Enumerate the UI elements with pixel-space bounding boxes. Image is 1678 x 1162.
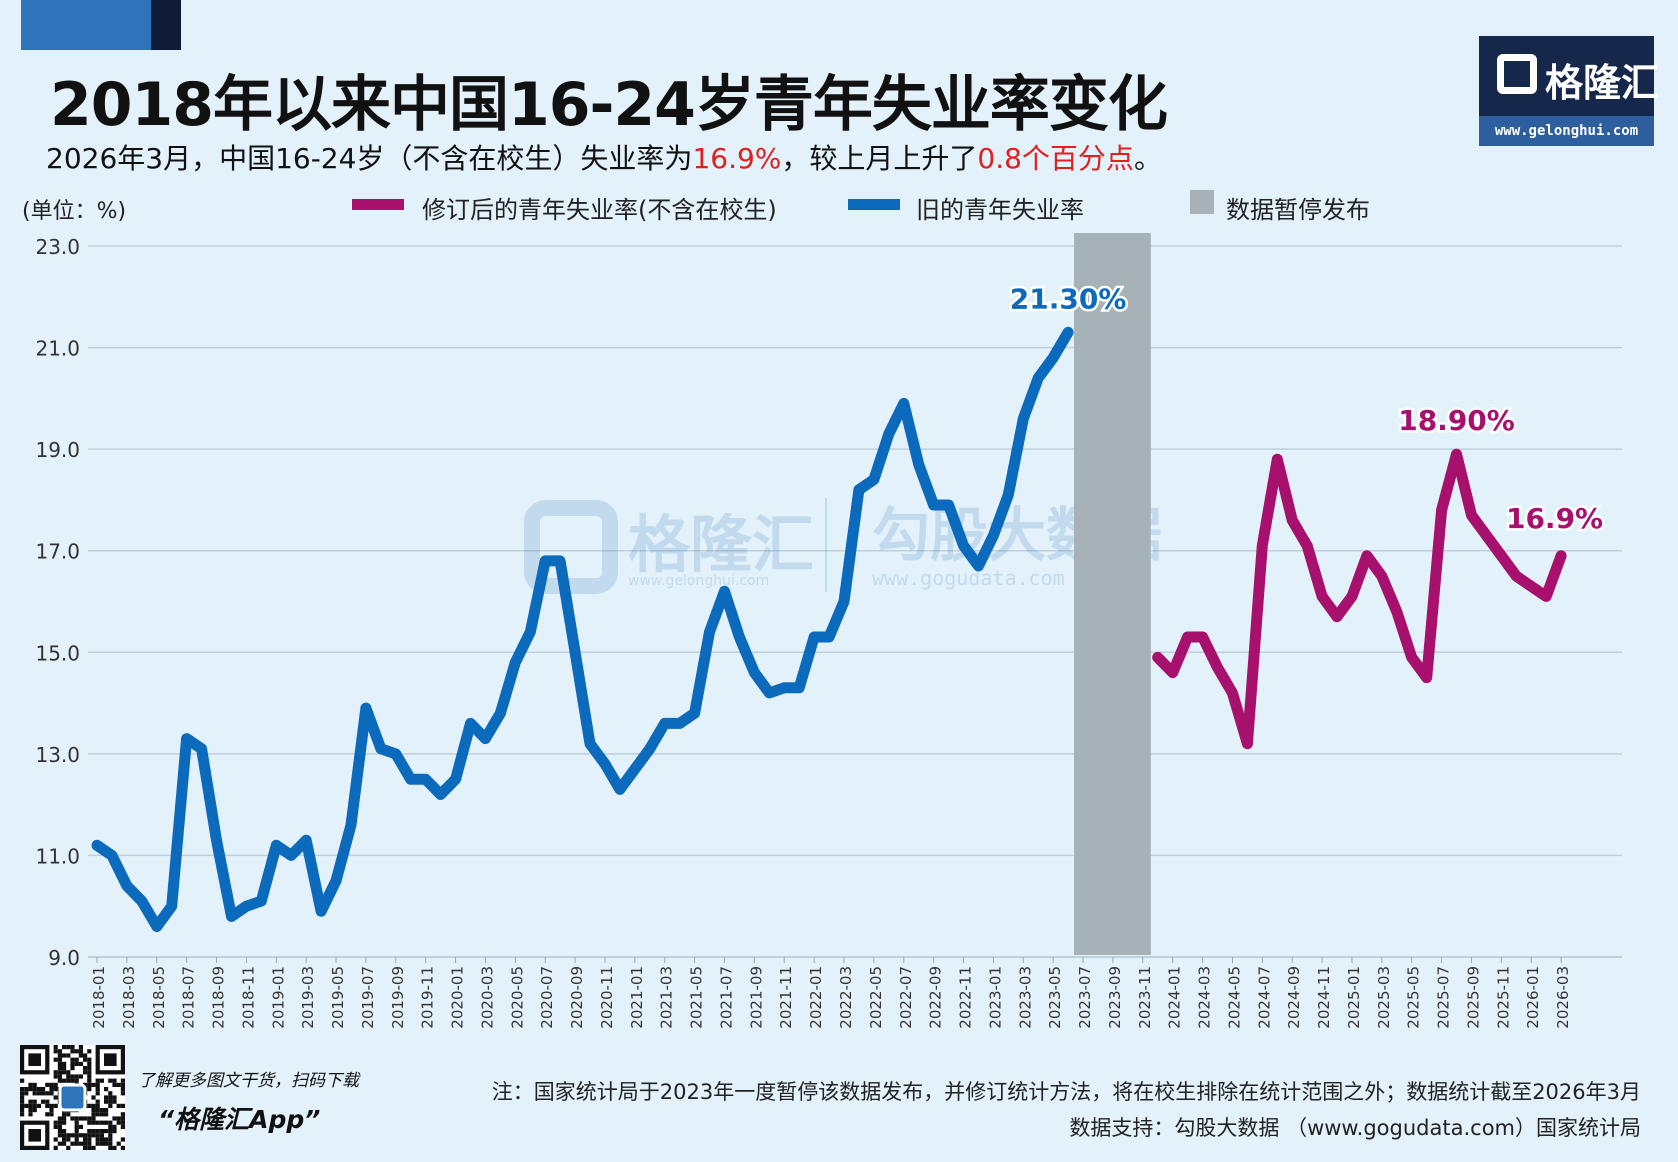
series-layer [91,326,1567,932]
x-tick-label: 2019-07 [359,966,377,1029]
y-tick-label: 21.0 [35,337,80,361]
x-tick-label: 2020-07 [538,966,556,1029]
data-label: 18.90% [1398,404,1515,437]
y-tick-label: 19.0 [35,438,80,462]
y-tick-label: 9.0 [48,946,80,970]
pause-layer [1074,233,1151,955]
x-tick-label: 2023-01 [986,966,1004,1029]
x-tick-label: 2025-01 [1345,966,1363,1029]
x-tick-label: 2021-03 [658,966,676,1029]
x-tick-label: 2022-11 [957,966,975,1029]
x-tick-label: 2022-09 [927,966,945,1029]
corner-accent-dark [151,0,181,50]
qr-code[interactable] [20,1045,125,1150]
series-line-revised [1152,448,1567,750]
x-tick-label: 2025-03 [1375,966,1393,1029]
x-tick-label: 2023-07 [1076,966,1094,1029]
x-tick-label: 2018-03 [120,966,138,1029]
brand-logo-url: www.gelonghui.com [1479,116,1654,146]
x-tick-label: 2023-09 [1106,966,1124,1029]
x-tick-label: 2024-09 [1285,966,1303,1029]
data-label: 16.9% [1506,502,1603,535]
promo-line: 了解更多图文干货，扫码下载 [138,1071,359,1091]
x-tick-label: 2020-11 [598,966,616,1029]
x-tick-label: 2018-07 [180,966,198,1029]
x-tick-label: 2020-09 [568,966,586,1029]
paused-period-band [1074,233,1151,955]
y-tick-label: 15.0 [35,641,80,665]
subtitle-value: 16.9% [692,142,782,175]
x-tick-label: 2021-11 [777,966,795,1029]
subtitle-part1: 2026年3月，中国16-24岁（不含在校生）失业率为 [46,142,693,175]
series-line-old [91,326,1074,932]
x-tick-label: 2022-03 [837,966,855,1029]
corner-accent-bar [21,0,151,50]
data-label: 21.30% [1010,282,1127,315]
x-tick-label: 2018-05 [150,966,168,1029]
watermark-partner-url: www.gogudata.com [872,566,1065,590]
subtitle-end: 。 [1133,142,1162,175]
legend-swatch-revised [352,199,404,210]
x-tick-label: 2020-03 [478,966,496,1029]
subtitle-part2: ，较上月上升了 [781,142,978,175]
annotation-layer: 21.30% 18.90% 16.9% [1007,280,1605,537]
promo-app: “格隆汇App” [158,1105,321,1134]
tick-layer: 9.0 11.0 13.0 15.0 17.0 19.0 21.0 23.0 2018-01 20… [35,235,1572,1029]
unit-label: (单位：%) [22,199,127,224]
watermark-logo-icon [524,500,618,594]
y-tick-label: 11.0 [35,844,80,868]
x-tick-label: 2026-03 [1554,966,1572,1029]
x-tick-label: 2019-01 [269,966,287,1029]
legend-swatch-old [848,199,900,210]
brand-logo-icon [1497,54,1537,94]
x-tick-label: 2021-05 [688,966,706,1029]
data-source: 数据支持：勾股大数据 （www.gogudata.com）国家统计局 [1069,1116,1641,1140]
x-tick-label: 2019-09 [389,966,407,1029]
x-tick-label: 2022-01 [807,966,825,1029]
x-tick-label: 2023-03 [1016,966,1034,1029]
x-tick-label: 2024-03 [1196,966,1214,1029]
x-tick-label: 2022-05 [867,966,885,1029]
chart-title: 2018年以来中国16-24岁青年失业率变化 [50,70,1168,140]
watermark-brand: 格隆汇 [628,508,814,581]
x-tick-label: 2024-01 [1166,966,1184,1029]
x-tick-label: 2023-05 [1046,966,1064,1029]
x-tick-label: 2020-01 [449,966,467,1029]
y-tick-label: 17.0 [35,540,80,564]
legend-label-revised: 修订后的青年失业率(不含在校生) [422,196,777,224]
x-tick-label: 2018-11 [239,966,257,1029]
x-tick-label: 2020-05 [508,966,526,1029]
legend-label-paused: 数据暂停发布 [1226,196,1370,224]
x-tick-label: 2019-03 [299,966,317,1029]
y-tick-label: 23.0 [35,235,80,259]
brand-logo-name: 格隆汇 [1545,61,1660,105]
x-tick-label: 2023-11 [1136,966,1154,1029]
x-tick-label: 2026-01 [1524,966,1542,1029]
footnote: 注：国家统计局于2023年一度暂停该数据发布，并修订统计方法，将在校生排除在统计… [491,1080,1641,1104]
x-tick-label: 2018-01 [90,966,108,1029]
legend-label-old: 旧的青年失业率 [916,196,1084,224]
x-tick-label: 2019-05 [329,966,347,1029]
x-tick-label: 2018-09 [210,966,228,1029]
x-tick-label: 2025-09 [1464,966,1482,1029]
x-tick-label: 2021-09 [747,966,765,1029]
x-tick-label: 2019-11 [419,966,437,1029]
x-tick-label: 2025-05 [1405,966,1423,1029]
x-tick-label: 2022-07 [897,966,915,1029]
y-tick-label: 13.0 [35,743,80,767]
x-tick-label: 2024-11 [1315,966,1333,1029]
x-tick-label: 2021-01 [628,966,646,1029]
subtitle-change: 0.8个百分点 [977,142,1134,175]
watermark-brand-url: www.gelonghui.com [628,573,769,589]
x-tick-label: 2025-11 [1494,966,1512,1029]
x-tick-label: 2024-05 [1225,966,1243,1029]
x-tick-label: 2025-07 [1435,966,1453,1029]
x-tick-label: 2024-07 [1255,966,1273,1029]
brand-logo[interactable]: 格隆汇 www.gelonghui.com [1479,36,1659,146]
qr-code-icon [20,1045,125,1150]
x-tick-label: 2021-07 [717,966,735,1029]
legend-swatch-paused [1190,190,1214,214]
chart-subtitle: 2026年3月，中国16-24岁（不含在校生）失业率为16.9%，较上月上升了0… [46,137,1162,177]
